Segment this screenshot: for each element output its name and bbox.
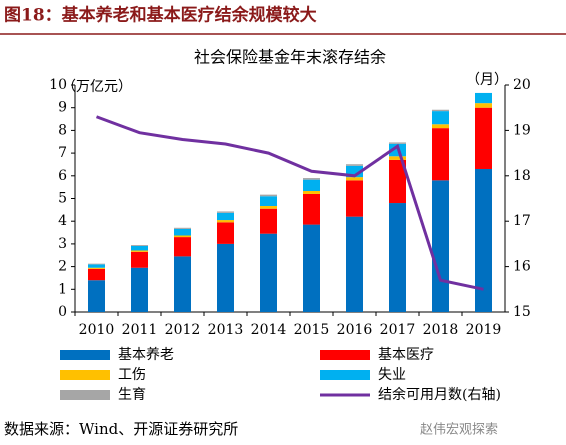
legend-label: 失业 [378, 367, 406, 383]
bar-segment [131, 250, 148, 252]
bar-segment [432, 109, 449, 112]
y2-axis-label: （月） [466, 72, 508, 88]
bar-segment [432, 180, 449, 312]
line [95, 115, 484, 291]
legend-label: 结余可用月数(右轴) [378, 386, 501, 403]
bar-segment [88, 280, 105, 312]
y-tick-label: 4 [58, 213, 67, 229]
bar-segment [389, 159, 406, 204]
bar-segment [217, 222, 234, 244]
bar-segment [260, 194, 277, 197]
source: 数据来源：Wind、开源证券研究所 [4, 420, 238, 438]
y2-tick-label: 17 [513, 213, 531, 229]
bar-segment [88, 268, 105, 281]
bar-segment [174, 235, 191, 238]
bar-segment [217, 211, 234, 213]
bar-segment [131, 245, 148, 246]
y-tick-label: 10 [49, 77, 67, 93]
y-tick-label: 6 [58, 168, 67, 184]
y-tick-label: 5 [58, 191, 67, 207]
legend-swatch [60, 370, 110, 380]
bar-segment [260, 208, 277, 234]
bar-segment [303, 193, 320, 225]
x-tick-label: 2014 [251, 322, 287, 338]
y2-tick-label: 19 [513, 122, 531, 138]
bar-segment [174, 228, 191, 236]
y-axis-label: （万亿元） [62, 79, 132, 95]
chart-title: 社会保险基金年末滚存结余 [194, 48, 386, 67]
bar-segment [217, 220, 234, 223]
bar-segment [303, 191, 320, 194]
bar-segment [217, 243, 234, 312]
legend-swatch [320, 370, 370, 380]
bar-segment [475, 107, 492, 169]
bar-segment [260, 196, 277, 206]
x-tick-label: 2019 [466, 322, 502, 338]
bar-segment [217, 212, 234, 221]
legend-label: 基本医疗 [378, 346, 434, 363]
y2-tick-label: 20 [513, 77, 531, 93]
bar-segment [131, 251, 148, 268]
bar-segment [389, 142, 406, 144]
legend-swatch [60, 390, 110, 400]
watermark: 赵伟宏观探索 [420, 423, 498, 438]
bar-segment [389, 203, 406, 312]
legend-label: 工伤 [118, 367, 146, 383]
y2-tick-label: 16 [513, 259, 531, 275]
x-tick-label: 2016 [337, 322, 373, 338]
y-tick-label: 9 [58, 100, 67, 116]
bar-segment [346, 180, 363, 217]
bar-segment [88, 264, 105, 268]
y2-tick-label: 15 [513, 304, 531, 320]
y-tick-label: 8 [58, 122, 67, 138]
bar-segment [174, 256, 191, 312]
legend-swatch [320, 350, 370, 360]
y-tick-label: 1 [58, 281, 67, 297]
x-tick-label: 2018 [423, 322, 459, 338]
x-tick-label: 2010 [79, 322, 115, 338]
bar-segment [131, 245, 148, 251]
legend-label: 生育 [118, 387, 146, 403]
bar-segment [389, 156, 406, 160]
bar-segment [131, 267, 148, 312]
x-tick-label: 2013 [208, 322, 244, 338]
bar-segment [174, 227, 191, 229]
bar-segment [88, 263, 105, 265]
bar-segment [346, 216, 363, 312]
y-tick-label: 7 [58, 145, 67, 161]
bar-segment [346, 165, 363, 178]
bar-segment [303, 178, 320, 180]
bar-segment [303, 179, 320, 192]
y-tick-label: 3 [58, 236, 67, 252]
bar-segment [346, 177, 363, 181]
bar-segment [432, 124, 449, 129]
x-tick-label: 2017 [380, 322, 416, 338]
y-tick-label: 2 [58, 259, 67, 275]
bar-segment [174, 237, 191, 257]
y2-tick-label: 18 [513, 168, 531, 184]
x-tick-label: 2015 [294, 322, 330, 338]
figure-title: 图18：基本养老和基本医疗结余规模较大 [4, 5, 317, 26]
bar-segment [260, 205, 277, 209]
x-tick-label: 2011 [122, 322, 158, 338]
y-tick-label: 0 [58, 304, 67, 320]
bar-segment [475, 92, 492, 104]
x-tick-label: 2012 [165, 322, 201, 338]
bar-segment [303, 224, 320, 312]
bar-segment [346, 164, 363, 166]
legend-swatch [60, 350, 110, 360]
bar-segment [260, 233, 277, 312]
bar-segment [432, 128, 449, 181]
bar-segment [432, 111, 449, 125]
bar-segment [475, 103, 492, 108]
bar-segment [475, 168, 492, 312]
legend-label: 基本养老 [118, 346, 174, 363]
bar-segment [88, 267, 105, 269]
